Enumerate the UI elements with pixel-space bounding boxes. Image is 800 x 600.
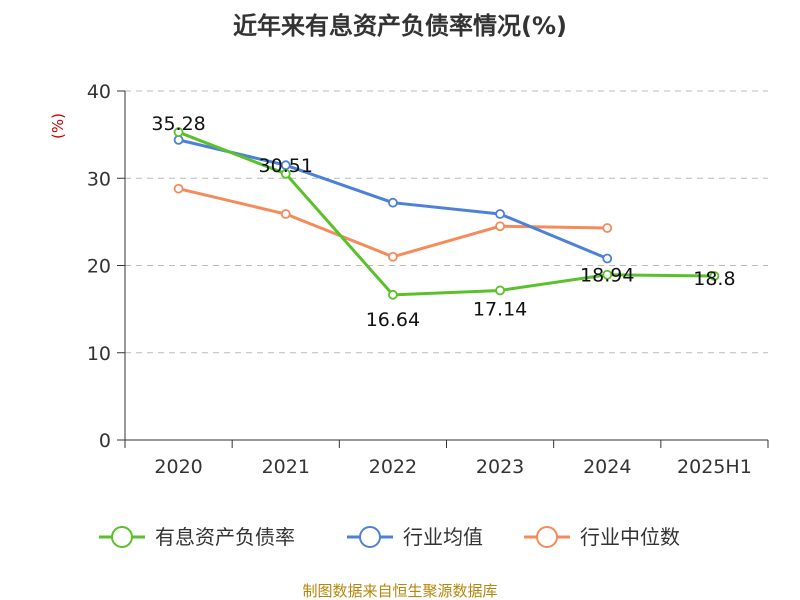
legend-item[interactable]: 有息资产负债率 <box>99 525 295 549</box>
data-label: 35.28 <box>151 113 205 135</box>
y-tick-label: 0 <box>99 430 111 452</box>
x-tick-label: 2025H1 <box>677 456 752 478</box>
series-line <box>178 130 715 297</box>
y-tick-label: 10 <box>87 343 111 365</box>
gridlines <box>125 90 768 354</box>
y-tick-label: 30 <box>87 168 111 190</box>
x-tick-label: 2023 <box>476 456 524 478</box>
data-label: 18.8 <box>693 268 735 290</box>
legend-label: 行业均值 <box>403 525 483 549</box>
data-label: 17.14 <box>473 298 527 320</box>
legend-marker <box>359 526 381 548</box>
data-point[interactable] <box>173 127 184 138</box>
chart-title: 近年来有息资产负债率情况(%) <box>233 12 567 40</box>
data-point[interactable] <box>495 209 505 219</box>
data-point[interactable] <box>495 285 505 296</box>
legend-label: 行业中位数 <box>580 525 680 549</box>
data-label: 16.64 <box>366 309 420 331</box>
data-point[interactable] <box>280 168 291 179</box>
data-point[interactable] <box>388 251 398 262</box>
legend-item[interactable]: 行业中位数 <box>524 525 680 549</box>
x-tick-label: 2020 <box>154 456 202 478</box>
data-point[interactable] <box>602 223 613 233</box>
legend-marker <box>536 526 558 548</box>
x-tick-label: 2024 <box>583 456 631 478</box>
data-labels: 35.28 30.51 16.64 17.14 18.94 18.8 <box>151 113 735 331</box>
data-point[interactable] <box>602 253 613 264</box>
data-point[interactable] <box>388 289 398 300</box>
data-label: 30.51 <box>259 155 313 177</box>
legend[interactable]: 有息资产负债率 行业均值 行业中位数 <box>99 525 680 549</box>
data-point[interactable] <box>388 197 398 208</box>
data-point[interactable] <box>709 271 720 281</box>
data-point[interactable] <box>280 209 291 219</box>
data-point[interactable] <box>495 221 505 232</box>
source-note: 制图数据来自恒生聚源数据库 <box>302 582 497 600</box>
legend-item[interactable]: 行业均值 <box>347 525 483 549</box>
data-label: 18.94 <box>580 265 634 287</box>
data-point[interactable] <box>173 183 184 194</box>
y-tick-label: 20 <box>87 256 111 278</box>
series-lines <box>173 127 720 300</box>
y-axis-label: (%) <box>49 113 67 139</box>
legend-marker <box>111 526 133 548</box>
data-point[interactable] <box>602 269 613 280</box>
y-tick-label: 40 <box>87 81 111 103</box>
axes: 0 10 20 30 40 2020 2021 2022 2023 2024 2025H1 <box>87 81 769 478</box>
x-tick-label: 2022 <box>369 456 417 478</box>
legend-label: 有息资产负债率 <box>155 525 295 549</box>
x-tick-label: 2021 <box>262 456 310 478</box>
